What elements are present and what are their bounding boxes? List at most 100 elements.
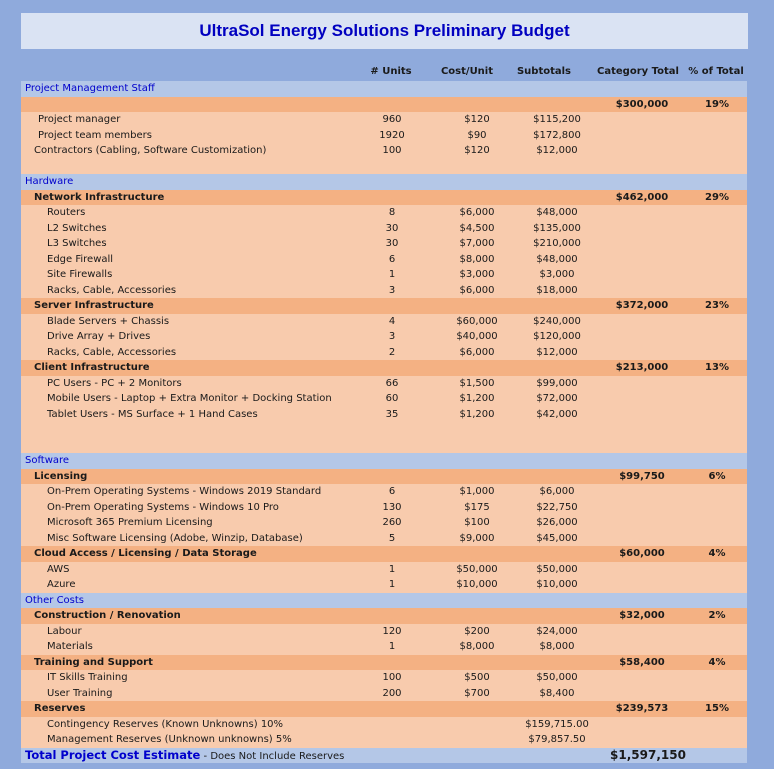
subtotal-cell: $24,000 <box>536 625 578 637</box>
section-row: Software <box>21 453 747 469</box>
category-total: $99,750 <box>619 470 665 482</box>
item-label: Contractors (Cabling, Software Customiza… <box>34 145 267 156</box>
category-total: $372,000 <box>615 300 669 311</box>
cost-per-unit-cell: $9,000 <box>459 532 495 544</box>
units-cell: 1 <box>388 269 396 280</box>
item-label: Racks, Cable, Accessories <box>47 284 177 296</box>
total-label: Total Project Cost Estimate - Does Not I… <box>25 748 344 765</box>
section-label: Hardware <box>25 176 74 187</box>
cost-per-unit-cell: $8,000 <box>459 641 495 652</box>
item-label: Azure <box>47 579 76 590</box>
table-row: PC Users - PC + 2 Monitors 66 $1,500 $99,00… <box>21 375 747 391</box>
category-total: $462,000 <box>615 191 669 203</box>
cost-per-unit-cell: $1,500 <box>459 377 495 389</box>
table-row: Site Firewalls 1 $3,000 $3,000 <box>21 267 747 283</box>
item-label: Labour <box>47 625 82 637</box>
cost-per-unit-cell: $200 <box>464 625 490 637</box>
header-pct-total: % of Total <box>688 66 744 77</box>
subtotal-cell: $8,000 <box>539 641 575 652</box>
category-label: Network Infrastructure <box>34 191 165 203</box>
category-label: Client Infrastructure <box>34 362 150 373</box>
table-row: Blade Servers + Chassis 4 $60,000 $240,000 <box>21 313 747 329</box>
units-cell: 260 <box>382 517 402 528</box>
section-row: Project Management Staff <box>21 81 747 97</box>
cost-per-unit-cell: $8,000 <box>459 253 495 265</box>
units-cell: 30 <box>385 222 399 234</box>
blank-row <box>21 437 747 453</box>
subtotal-cell: $48,000 <box>536 207 578 218</box>
subtotal-cell: $26,000 <box>536 517 578 528</box>
units-cell: 960 <box>382 114 402 125</box>
header-cost-unit: Cost/Unit <box>440 66 494 77</box>
category-total: $213,000 <box>615 362 669 373</box>
percent-of-total: 29% <box>705 191 729 203</box>
units-cell: 6 <box>388 253 396 265</box>
subtotal-cell: $45,000 <box>536 532 578 544</box>
units-cell: 200 <box>382 687 402 699</box>
item-label: Management Reserves (Unknown unknowns) 5… <box>47 734 292 745</box>
subtotal-cell: $240,000 <box>533 315 581 327</box>
cost-per-unit-cell: $60,000 <box>456 315 498 327</box>
cost-per-unit-cell: $6,000 <box>459 207 495 218</box>
subtotal-cell: $210,000 <box>533 238 581 249</box>
category-row: Client Infrastructure $213,000 13% <box>21 360 747 376</box>
subtotal-cell: $12,000 <box>536 346 578 358</box>
item-label: User Training <box>47 687 113 699</box>
units-cell: 2 <box>388 346 396 358</box>
table-row: Project manager 960 $120 $115,200 <box>21 112 747 128</box>
item-label: Materials <box>47 641 93 652</box>
header-subtotals: Subtotals <box>516 66 572 77</box>
units-cell: 100 <box>382 145 402 156</box>
table-row: Edge Firewall 6 $8,000 $48,000 <box>21 251 747 267</box>
item-label: Misc Software Licensing (Adobe, Winzip, … <box>47 532 303 544</box>
table-row: Contingency Reserves (Known Unknowns) 10… <box>21 716 747 732</box>
table-row: Contractors (Cabling, Software Customiza… <box>21 143 747 159</box>
units-cell: 35 <box>385 408 399 420</box>
units-cell: 8 <box>388 207 396 218</box>
percent-of-total: 4% <box>708 548 726 559</box>
subtotal-cell: $6,000 <box>539 486 575 497</box>
item-label: On-Prem Operating Systems - Windows 10 P… <box>47 501 279 513</box>
subtotal-cell: $72,000 <box>536 393 578 404</box>
units-cell: 60 <box>385 393 399 404</box>
category-row: Licensing $99,750 6% <box>21 468 747 484</box>
category-total: $32,000 <box>619 610 665 621</box>
percent-of-total: 2% <box>708 610 726 621</box>
category-row: Reserves $239,573 15% <box>21 701 747 717</box>
percent-of-total: 19% <box>705 98 729 110</box>
cost-per-unit-cell: $120 <box>464 145 490 156</box>
category-row: Construction / Renovation $32,000 2% <box>21 608 747 624</box>
category-label: Licensing <box>34 470 88 482</box>
units-cell: 66 <box>385 377 399 389</box>
cost-per-unit-cell: $1,000 <box>459 486 495 497</box>
cost-per-unit-cell: $500 <box>464 672 490 683</box>
cost-per-unit-cell: $120 <box>464 114 490 125</box>
units-cell: 4 <box>388 315 396 327</box>
category-total: $300,000 <box>615 98 669 110</box>
table-row: Project team members 1920 $90 $172,800 <box>21 127 747 143</box>
category-row: Training and Support $58,400 4% <box>21 654 747 670</box>
category-row: Server Infrastructure $372,000 23% <box>21 298 747 314</box>
table-row: Mobile Users - Laptop + Extra Monitor + … <box>21 391 747 407</box>
item-label: Drive Array + Drives <box>47 331 151 342</box>
category-label: Server Infrastructure <box>34 300 154 311</box>
category-row: Network Infrastructure $462,000 29% <box>21 189 747 205</box>
table-row: Azure 1 $10,000 $10,000 <box>21 577 747 593</box>
total-row: Total Project Cost Estimate - Does Not I… <box>21 747 747 765</box>
category-total: $58,400 <box>619 656 665 668</box>
item-label: Site Firewalls <box>47 269 113 280</box>
subtotal-cell: $120,000 <box>533 331 581 342</box>
percent-of-total: 15% <box>705 703 729 714</box>
category-row: $300,000 19% <box>21 96 747 112</box>
table-row: Drive Array + Drives 3 $40,000 $120,000 <box>21 329 747 345</box>
cost-per-unit-cell: $40,000 <box>456 331 498 342</box>
item-label: Routers <box>47 207 86 218</box>
cost-per-unit-cell: $6,000 <box>459 346 495 358</box>
total-note: - Does Not Include Reserves <box>200 750 345 762</box>
header-category-total: Category Total <box>597 66 679 77</box>
cost-per-unit-cell: $700 <box>464 687 490 699</box>
table-row: Microsoft 365 Premium Licensing 260 $100 $2… <box>21 515 747 531</box>
category-row: Cloud Access / Licensing / Data Storage $… <box>21 546 747 562</box>
units-cell: 1 <box>388 579 396 590</box>
subtotal-cell: $99,000 <box>536 377 578 389</box>
